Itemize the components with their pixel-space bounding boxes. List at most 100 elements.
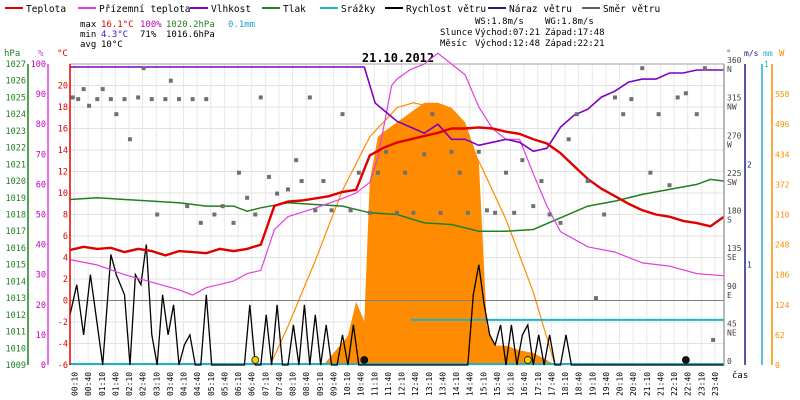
wind-direction-point [493,210,498,215]
wind-direction-point [367,210,372,215]
tick-label-time: 00:40 [84,372,93,396]
stats-sunset: Západ:17:48 [545,28,605,38]
tick-label-direction-compass: W [727,140,732,149]
tick-label-temperature: -6 [58,361,68,371]
wind-direction-point [155,212,160,217]
wind-direction-point [258,95,263,100]
series-solar-theoretical [269,102,556,366]
stats-wind-gust: WG:1.8m/s [545,17,594,27]
wind-direction-point [593,296,598,301]
tick-label-solar: 62 [775,331,785,340]
tick-label-solar: 248 [775,241,790,250]
tick-label-pressure: 1015 [6,261,26,271]
tick-label-time: 22:10 [670,372,679,396]
tick-label-time: 21:10 [643,372,652,396]
tick-label-temperature: 8 [63,211,68,221]
tick-label-time: 16:10 [507,372,516,396]
wind-direction-point [307,95,312,100]
tick-label-time: 12:40 [411,372,420,396]
tick-label-pressure: 1027 [6,60,26,70]
wind-direction-point [449,149,454,154]
wind-direction-point [422,152,427,157]
tick-label-pressure: 1019 [6,194,26,204]
stats-pressure: 1020.2hPa [166,20,215,30]
legend-label: Tlak [283,4,306,15]
tick-label-solar: 372 [775,180,790,189]
tick-label-time: 11:10 [370,372,379,396]
tick-label-time: 02:10 [125,372,134,396]
wind-direction-point [585,179,590,184]
wind-direction-point [621,112,626,117]
wind-direction-point [656,112,661,117]
wind-direction-point [220,204,225,209]
tick-label-time: 04:40 [193,372,202,396]
axis-pressure-unit: hPa [4,49,20,59]
tick-label-humidity: 40 [36,241,46,251]
tick-label-pressure: 1023 [6,127,26,137]
tick-label-direction-compass: SW [727,178,737,187]
tick-label-solar: 186 [775,271,790,280]
tick-label-direction: 45 [727,319,737,328]
wind-direction-point [313,208,318,213]
tick-label-pressure: 1021 [6,160,26,170]
tick-label-humidity: 50 [36,211,46,221]
wind-direction-point [95,97,100,102]
stats-temperature: 16.1°C [101,20,134,30]
legend-item: Teplota [5,4,66,15]
tick-label-pressure: 1012 [6,311,26,321]
stats-temperature: 10°C [101,40,123,50]
tick-label-temperature: -4 [58,340,68,350]
legend-label: Vlhkost [211,4,251,15]
wind-direction-point [375,170,380,175]
wind-direction-point [702,66,707,71]
tick-label-time: 22:40 [684,372,693,396]
wind-direction-point [629,97,634,102]
wind-direction-point [694,112,699,117]
tick-label-time: 01:40 [111,372,120,396]
stats-block: max 16.1°C 100% 1020.2hPa 0.1mm min 4.3°C 71% 10… [80,17,605,50]
wind-direction-point [204,97,209,102]
tick-label-pressure: 1016 [6,244,26,254]
legend-label: Přízemní teplota [99,4,191,15]
tick-label-time: 13:40 [438,372,447,396]
axis-time-label: čas [732,370,748,381]
tick-label-humidity: 100 [31,60,46,70]
tick-label-time: 04:10 [180,372,189,396]
stats-row: min 4.3°C 71% 1016.6hPa [80,30,215,40]
tick-label-pressure: 1014 [6,277,26,287]
wind-direction-point [163,97,168,102]
legend-item: Náraz větru [488,4,572,15]
wind-direction-point [136,95,141,100]
wind-direction-point [520,158,525,163]
tick-label-time: 03:10 [152,372,161,396]
wind-direction-point [168,78,173,83]
tick-label-solar: 310 [775,211,790,220]
tick-label-time: 08:40 [302,372,311,396]
tick-label-pressure: 1010 [6,344,26,354]
tick-label-temperature: 2 [63,275,68,285]
wind-direction-point [574,112,579,117]
wind-direction-point [430,112,435,117]
wind-direction-point [484,208,489,213]
tick-label-temperature: 20 [58,82,68,92]
wind-direction-point [114,112,119,117]
tick-label-direction-compass: SE [727,253,737,262]
tick-label-humidity: 30 [36,271,46,281]
wind-direction-point [566,137,571,142]
legend-item: Tlak [262,4,306,15]
wind-direction-point [667,183,672,188]
tick-label-direction: 90 [727,282,737,291]
tick-label-humidity: 0 [41,361,46,371]
stats-sun-label: Slunce [440,28,473,38]
wind-direction-point [648,170,653,175]
tick-label-humidity: 10 [36,331,46,341]
wind-direction-point [245,195,250,200]
series-ground-temperature [69,52,725,296]
wind-direction-point [87,103,92,108]
wind-direction-point [438,210,443,215]
tick-label-pressure: 1011 [6,328,26,338]
tick-label-time: 12:10 [398,372,407,396]
tick-label-time: 13:10 [425,372,434,396]
wind-direction-point [299,179,304,184]
tick-label-solar: 0 [775,361,780,370]
